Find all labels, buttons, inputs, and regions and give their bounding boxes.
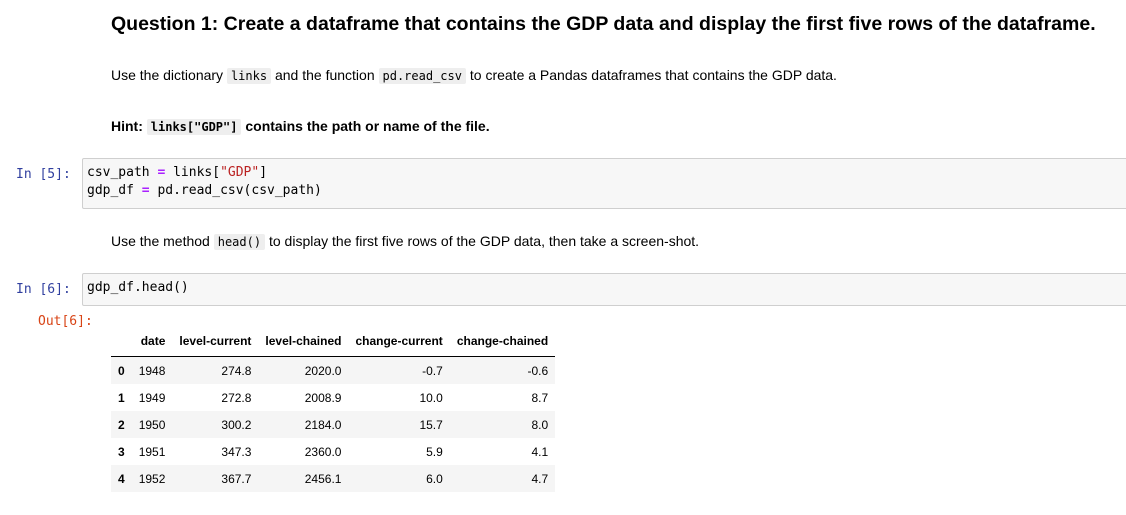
code-line: csv_path = links["GDP"] [87, 164, 1126, 182]
dataframe-table: date level-current level-chained change-… [111, 329, 556, 492]
text: to display the first five rows of the GD… [265, 233, 700, 249]
row-index: 3 [118, 444, 125, 459]
cell-date: 1951 [138, 444, 166, 459]
code-line: gdp_df = pd.read_csv(csv_path) [87, 182, 1126, 200]
instruction-paragraph: Use the method head() to display the fir… [111, 233, 700, 250]
cell-level-current: 300.2 [221, 417, 252, 432]
cell-level-chained: 2184.0 [304, 417, 342, 432]
cell-change-chained: -0.6 [527, 363, 549, 378]
table-row: 4 1952 367.7 2456.1 6.0 4.7 [111, 465, 556, 492]
column-header-change-current: change-current [348, 329, 450, 357]
cell-date: 1949 [138, 390, 166, 405]
table-row: 1 1949 272.8 2008.9 10.0 8.7 [111, 384, 555, 411]
cell-change-chained: 8.0 [531, 417, 549, 432]
cell-date: 1948 [138, 363, 166, 378]
code-line: gdp_df.head() [87, 279, 1126, 297]
inline-code-read-csv: pd.read_csv [378, 68, 466, 84]
cell-level-chained: 2020.0 [304, 363, 342, 378]
row-index: 2 [118, 417, 125, 432]
code-token: ] [259, 165, 268, 180]
cell-change-chained: 8.7 [531, 390, 549, 405]
cell-change-chained: 4.1 [531, 444, 549, 459]
table-header-row: date level-current level-chained change-… [111, 329, 556, 357]
cell-level-current: 367.7 [221, 471, 252, 486]
text: Hint: [111, 118, 147, 134]
table-row: 3 1951 347.3 2360.0 5.9 4.1 [111, 438, 555, 465]
row-index: 0 [118, 363, 125, 378]
code-operator: = [157, 165, 166, 180]
cell-level-chained: 2360.0 [304, 444, 342, 459]
table-row: 0 1948 274.8 2020.0 -0.7 -0.6 [111, 356, 556, 384]
cell-level-current: 272.8 [221, 390, 252, 405]
text: Use the method [111, 233, 214, 249]
column-header-level-chained: level-chained [258, 329, 349, 357]
question-heading: Question 1: Create a dataframe that cont… [111, 13, 1096, 35]
cell-change-current: 10.0 [419, 390, 443, 405]
cell-change-chained: 4.7 [531, 471, 549, 486]
cell-change-current: 5.9 [426, 444, 443, 459]
text: and the function [271, 67, 379, 83]
text: to create a Pandas dataframes that conta… [465, 67, 837, 83]
text: contains the path or name of the file. [241, 118, 490, 134]
column-header-index [111, 329, 132, 357]
inline-code-links: links [226, 68, 272, 84]
code-cell-input[interactable]: gdp_df.head() [82, 273, 1126, 306]
cell-level-current: 274.8 [221, 363, 252, 378]
cell-date: 1952 [138, 471, 166, 486]
table-row: 2 1950 300.2 2184.0 15.7 8.0 [111, 411, 556, 438]
inline-code-links-gdp: links["GDP"] [146, 119, 242, 135]
cell-date: 1950 [138, 417, 166, 432]
code-token: gdp_df [87, 183, 142, 198]
code-operator: = [141, 183, 150, 198]
inline-code-head: head() [213, 234, 266, 250]
instruction-paragraph: Use the dictionary links and the functio… [111, 67, 837, 84]
column-header-change-chained: change-chained [449, 329, 556, 357]
code-string: "GDP" [220, 165, 260, 180]
cell-change-current: -0.7 [422, 363, 443, 378]
cell-level-chained: 2008.9 [304, 390, 342, 405]
row-index: 4 [118, 471, 125, 486]
input-prompt: In [6]: [16, 282, 71, 297]
cell-level-chained: 2456.1 [304, 471, 342, 486]
hint-paragraph: Hint: links["GDP"] contains the path or … [111, 118, 490, 135]
code-token: pd.read_csv(csv_path) [149, 183, 322, 198]
code-token: gdp_df.head() [87, 280, 189, 295]
code-cell-input[interactable]: csv_path = links["GDP"] gdp_df = pd.read… [82, 158, 1126, 209]
cell-level-current: 347.3 [221, 444, 252, 459]
cell-change-current: 15.7 [419, 417, 443, 432]
code-token: links[ [165, 165, 221, 180]
code-token: csv_path [87, 165, 158, 180]
column-header-level-current: level-current [172, 329, 259, 357]
text: Use the dictionary [111, 67, 227, 83]
cell-change-current: 6.0 [426, 471, 443, 486]
column-header-date: date [131, 329, 173, 357]
output-prompt: Out[6]: [38, 314, 93, 329]
input-prompt: In [5]: [16, 167, 71, 182]
row-index: 1 [118, 390, 125, 405]
